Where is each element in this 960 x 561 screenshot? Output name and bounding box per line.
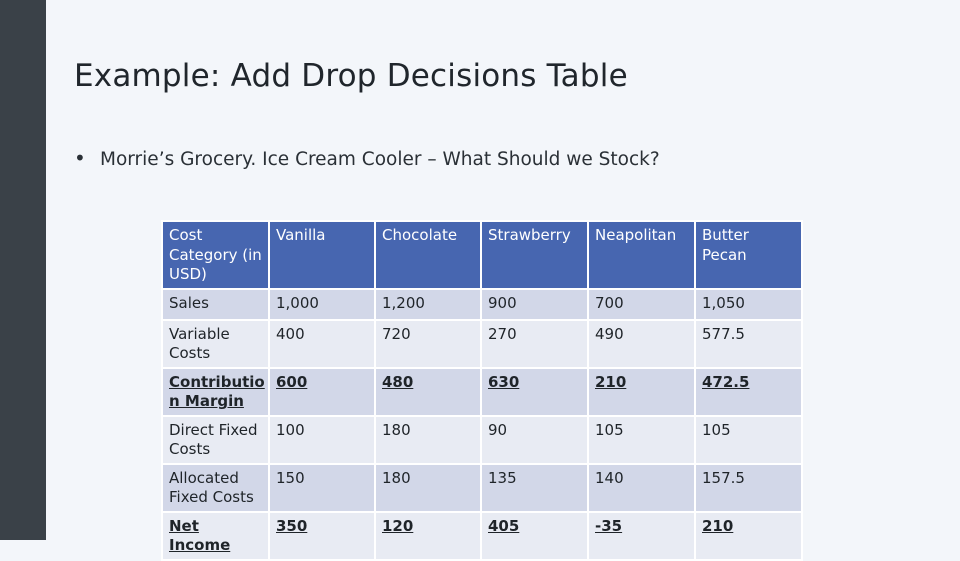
header-butter-pecan: Butter Pecan	[694, 220, 803, 290]
header-neapolitan: Neapolitan	[587, 220, 696, 290]
table-cell: 1,050	[694, 287, 803, 321]
table-cell: 120	[374, 510, 482, 561]
table-cell: 180	[374, 414, 482, 465]
table-cell: 700	[587, 287, 696, 321]
table-cell: 105	[694, 414, 803, 465]
table-header-row: Cost Category (in USD) Vanilla Chocolate…	[161, 220, 803, 290]
table-row-net-income: Net Income 350 120 405 -35 210	[161, 510, 803, 561]
side-accent-bar	[0, 0, 46, 540]
row-label: Allocated Fixed Costs	[161, 462, 270, 513]
cost-table: Cost Category (in USD) Vanilla Chocolate…	[161, 220, 803, 561]
header-vanilla: Vanilla	[268, 220, 376, 290]
row-label: Direct Fixed Costs	[161, 414, 270, 465]
row-label: Variable Costs	[161, 318, 270, 369]
bullet-icon: •	[74, 146, 86, 170]
table-cell: 900	[480, 287, 589, 321]
bullet-item: • Morrie’s Grocery. Ice Cream Cooler – Wh…	[74, 146, 660, 170]
table-cell: 480	[374, 366, 482, 417]
table-cell: 405	[480, 510, 589, 561]
row-label: Contributio n Margin	[161, 366, 270, 417]
table-cell: 90	[480, 414, 589, 465]
table-cell: 150	[268, 462, 376, 513]
table-cell: 210	[694, 510, 803, 561]
table-cell: -35	[587, 510, 696, 561]
table-row-variable-costs: Variable Costs 400 720 270 490 577.5	[161, 318, 803, 369]
table-row-direct-fixed-costs: Direct Fixed Costs 100 180 90 105 105	[161, 414, 803, 465]
header-cost-category: Cost Category (in USD)	[161, 220, 270, 290]
row-label: Sales	[161, 287, 270, 321]
table-cell: 630	[480, 366, 589, 417]
table-cell: 1,200	[374, 287, 482, 321]
table-cell: 720	[374, 318, 482, 369]
table-cell: 350	[268, 510, 376, 561]
table-cell: 270	[480, 318, 589, 369]
row-label: Net Income	[161, 510, 270, 561]
table-cell: 140	[587, 462, 696, 513]
slide-title: Example: Add Drop Decisions Table	[74, 58, 628, 94]
header-strawberry: Strawberry	[480, 220, 589, 290]
table-cell: 1,000	[268, 287, 376, 321]
table-cell: 577.5	[694, 318, 803, 369]
table-cell: 600	[268, 366, 376, 417]
table-row-allocated-fixed-costs: Allocated Fixed Costs 150 180 135 140 15…	[161, 462, 803, 513]
table-cell: 135	[480, 462, 589, 513]
bullet-text: Morrie’s Grocery. Ice Cream Cooler – Wha…	[100, 149, 660, 170]
table-cell: 105	[587, 414, 696, 465]
header-chocolate: Chocolate	[374, 220, 482, 290]
table-cell: 400	[268, 318, 376, 369]
table-cell: 490	[587, 318, 696, 369]
table-cell: 472.5	[694, 366, 803, 417]
table-row-sales: Sales 1,000 1,200 900 700 1,050	[161, 287, 803, 321]
table-cell: 210	[587, 366, 696, 417]
table-cell: 100	[268, 414, 376, 465]
table-cell: 157.5	[694, 462, 803, 513]
table-cell: 180	[374, 462, 482, 513]
table-row-contribution-margin: Contributio n Margin 600 480 630 210 472…	[161, 366, 803, 417]
